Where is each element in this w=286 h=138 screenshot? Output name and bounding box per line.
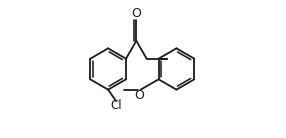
Text: Cl: Cl — [111, 99, 122, 112]
Text: O: O — [135, 89, 144, 102]
Text: O: O — [131, 7, 141, 20]
